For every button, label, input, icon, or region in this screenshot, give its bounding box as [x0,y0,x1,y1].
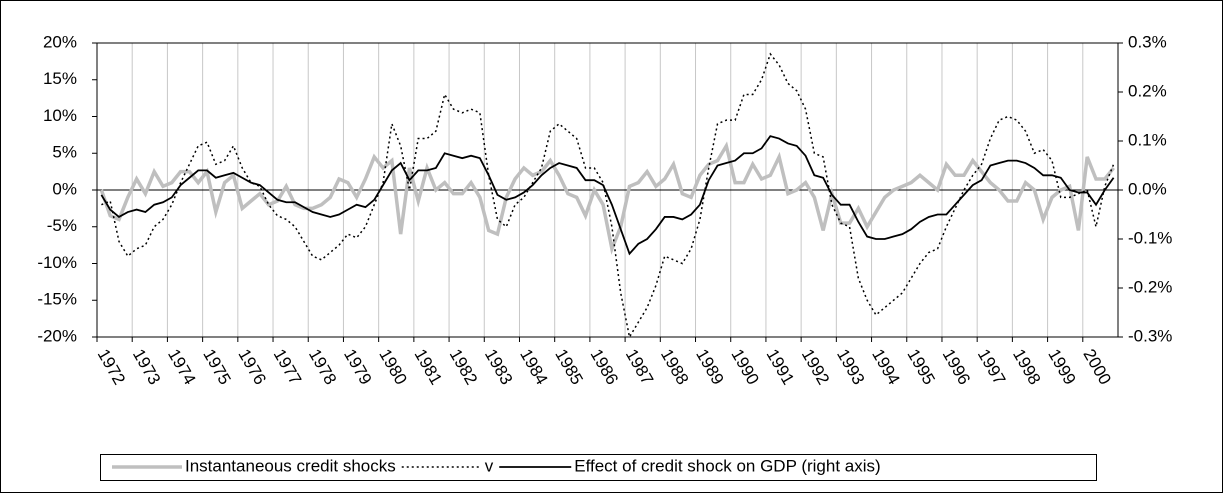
y-tick-label: 20% [43,32,77,51]
y2-tick-label: -0.3% [1128,326,1172,345]
y-tick-label: 10% [43,106,77,125]
y2-tick-label: -0.1% [1128,228,1172,247]
series-line [101,52,1115,340]
y2-tick-label: 0.3% [1128,32,1167,51]
y-tick-label: 5% [52,143,77,162]
legend-box [100,454,1097,481]
legend-label: Instantaneous credit shocks [185,456,396,475]
y-tick-label: -15% [37,290,77,309]
y-tick-label: 15% [43,69,77,88]
y-tick-label: -10% [37,253,77,272]
y2-tick-label: -0.2% [1128,277,1172,296]
legend-label: Effect of credit shock on GDP (right axi… [574,456,880,475]
series-line [100,135,1115,256]
y2-tick-label: 0.1% [1128,130,1167,149]
y-tick-label: 0% [52,179,77,198]
y-tick-label: -20% [37,326,77,345]
series-line [99,141,1115,255]
y2-tick-label: 0.2% [1128,81,1167,100]
y-tick-label: -5% [47,216,77,235]
legend-label: v [485,456,494,475]
y2-tick-label: 0.0% [1128,179,1167,198]
